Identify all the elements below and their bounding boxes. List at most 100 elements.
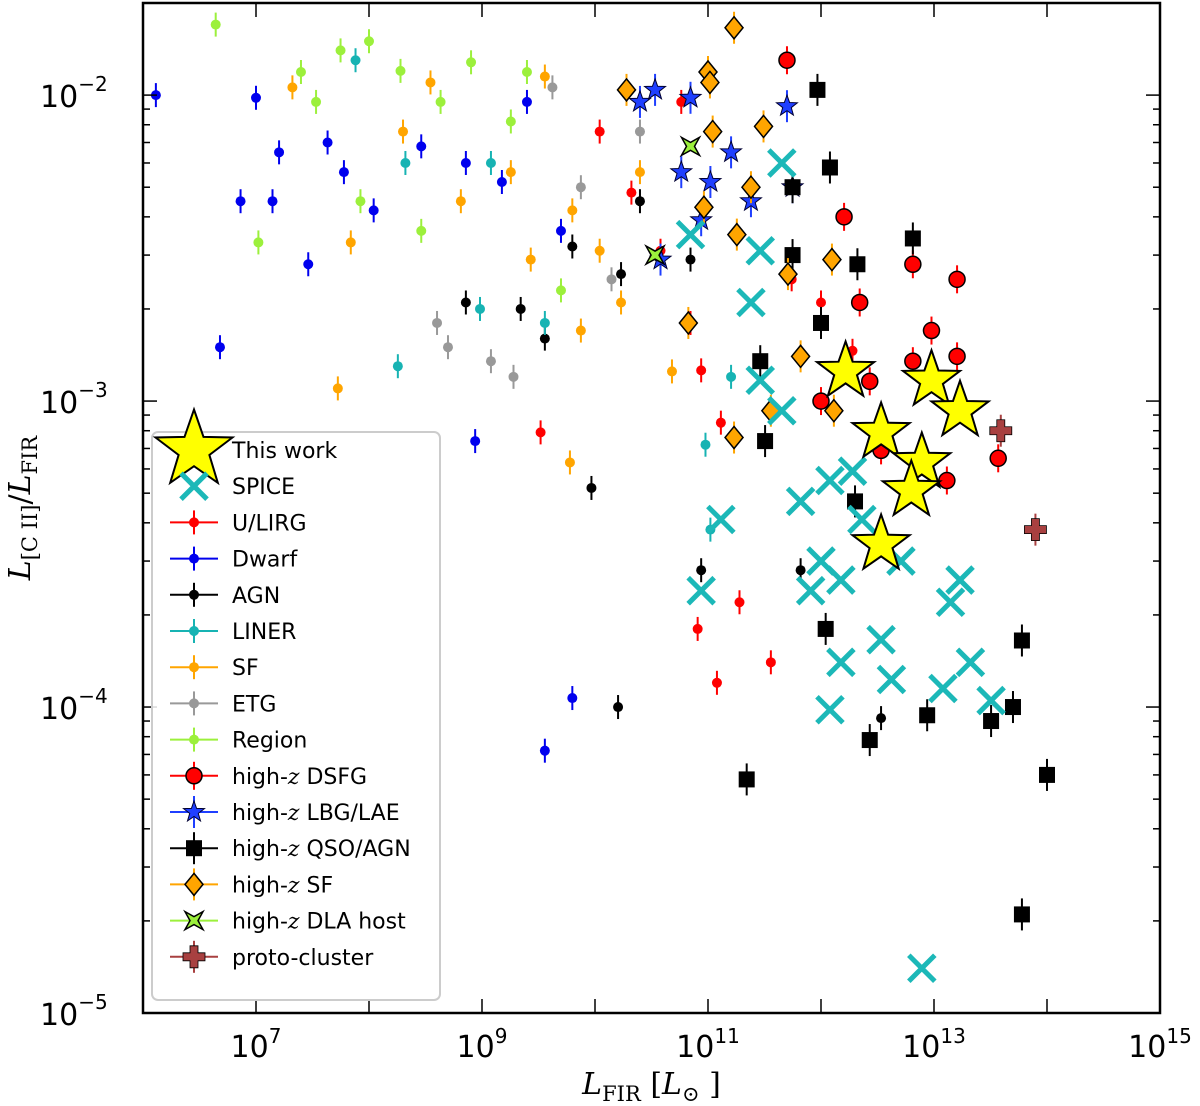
legend-label-prefix: high- [232, 765, 288, 790]
point-sf [616, 297, 627, 308]
legend-label-z: z [287, 837, 300, 862]
legend-marker-liner [189, 626, 199, 636]
point-sf [505, 167, 516, 178]
point-high-z-qso-agn [821, 159, 838, 176]
point-high-z-dsfg [850, 293, 869, 312]
series-high-z-dsfg [778, 46, 1007, 495]
legend-label: high-z DLA host [232, 910, 406, 935]
point-u-lirg [676, 96, 687, 107]
legend-item-liner: LINER [170, 619, 296, 645]
point-high-z-dsfg [835, 208, 853, 226]
y-tick-label: 10−3 [40, 378, 108, 421]
point-high-z-sf [740, 175, 761, 200]
legend-label: U/LIRG [232, 511, 307, 536]
point-u-lirg [765, 657, 776, 668]
point-etg [606, 274, 617, 285]
point-region [335, 45, 346, 56]
point-etg [442, 342, 453, 353]
point-spice [955, 647, 986, 678]
y-tick-label: 10−2 [40, 72, 108, 115]
point-this-work [879, 457, 943, 518]
point-high-z-qso-agn [738, 771, 755, 788]
point-spice [815, 465, 845, 496]
point-spice [866, 624, 896, 655]
point-region [395, 65, 406, 76]
point-u-lirg [715, 417, 726, 428]
point-u-lirg [535, 427, 546, 438]
x-axis-label: LFIR [L⊙ ] [581, 1067, 721, 1106]
legend-item-u-lirg: U/LIRG [170, 510, 307, 536]
point-spice [736, 287, 766, 318]
point-dwarf [470, 436, 481, 447]
point-sf [455, 196, 466, 207]
point-sf [575, 325, 586, 336]
plot-frame [141, 1, 1162, 1015]
series-this-work [814, 338, 992, 572]
point-high-z-sf [724, 425, 745, 450]
point-sf [634, 167, 645, 178]
point-u-lirg [816, 297, 826, 308]
point-high-z-sf [790, 344, 811, 369]
point-spice [945, 565, 975, 595]
legend-marker-proto-cluster [182, 945, 206, 969]
point-high-z-lbg-lae [719, 139, 743, 163]
x-tick-base: 10 [676, 1030, 714, 1065]
point-dwarf [322, 137, 333, 148]
point-region [355, 196, 366, 207]
series-high-z-dla-host [644, 135, 702, 267]
legend-item-high-z-qso-agn: high-z QSO/AGN [170, 832, 411, 865]
series-sf [287, 64, 677, 475]
point-spice [785, 486, 816, 517]
point-etg [575, 182, 586, 193]
x-tick-base: 10 [1128, 1030, 1166, 1065]
x-tick-exp: 15 [1166, 1024, 1191, 1048]
point-region [505, 116, 516, 127]
point-region [521, 66, 532, 77]
point-high-z-qso-agn [849, 256, 866, 273]
point-agn [696, 565, 707, 576]
point-spice [795, 575, 826, 606]
point-spice [837, 456, 868, 486]
legend-marker-high-z-qso-agn [186, 840, 202, 857]
legend-item-agn: AGN [170, 582, 280, 609]
point-this-work [849, 511, 913, 572]
legend-label-rest: LBG/LAE [300, 801, 400, 826]
legend-label: SPICE [232, 475, 295, 500]
y-axis-label-part: L [3, 475, 38, 496]
point-high-z-qso-agn [983, 713, 1000, 730]
point-spice [675, 219, 706, 250]
y-axis-label: L[C II]/LFIR [3, 435, 42, 582]
point-high-z-qso-agn [809, 81, 826, 98]
legend-box [151, 431, 441, 1001]
point-this-work [814, 338, 877, 399]
point-high-z-dsfg [948, 347, 966, 366]
legend-item-sf: SF [170, 655, 259, 681]
legend-item-dwarf: Dwarf [170, 546, 298, 573]
legend-item-proto-cluster: proto-cluster [170, 940, 374, 973]
point-high-z-sf [777, 261, 798, 287]
point-spice [767, 395, 797, 426]
x-tick-label: 1013 [902, 1024, 966, 1065]
legend-label-z: z [287, 765, 300, 790]
legend-marker-high-z-dla-host [183, 909, 205, 932]
y-tick-base: 10 [40, 998, 78, 1033]
y-tick-label: 10−5 [40, 990, 108, 1033]
point-u-lirg [594, 126, 605, 137]
point-u-lirg [711, 677, 722, 688]
point-liner [485, 157, 496, 168]
point-spice [815, 694, 845, 725]
y-tick-label: 10−4 [40, 684, 108, 727]
point-spice [686, 575, 716, 606]
point-sf [287, 82, 298, 93]
point-high-z-lbg-lae [643, 77, 667, 101]
point-high-z-dla-host [679, 135, 702, 158]
point-sf [564, 457, 575, 468]
legend-label-prefix: high- [232, 801, 288, 826]
point-high-z-qso-agn [861, 732, 878, 749]
point-sf [567, 205, 578, 216]
point-region [295, 66, 306, 77]
point-u-lirg [696, 365, 707, 376]
point-dwarf [267, 196, 278, 207]
point-high-z-dsfg [812, 392, 830, 410]
legend-label: Region [232, 729, 307, 754]
